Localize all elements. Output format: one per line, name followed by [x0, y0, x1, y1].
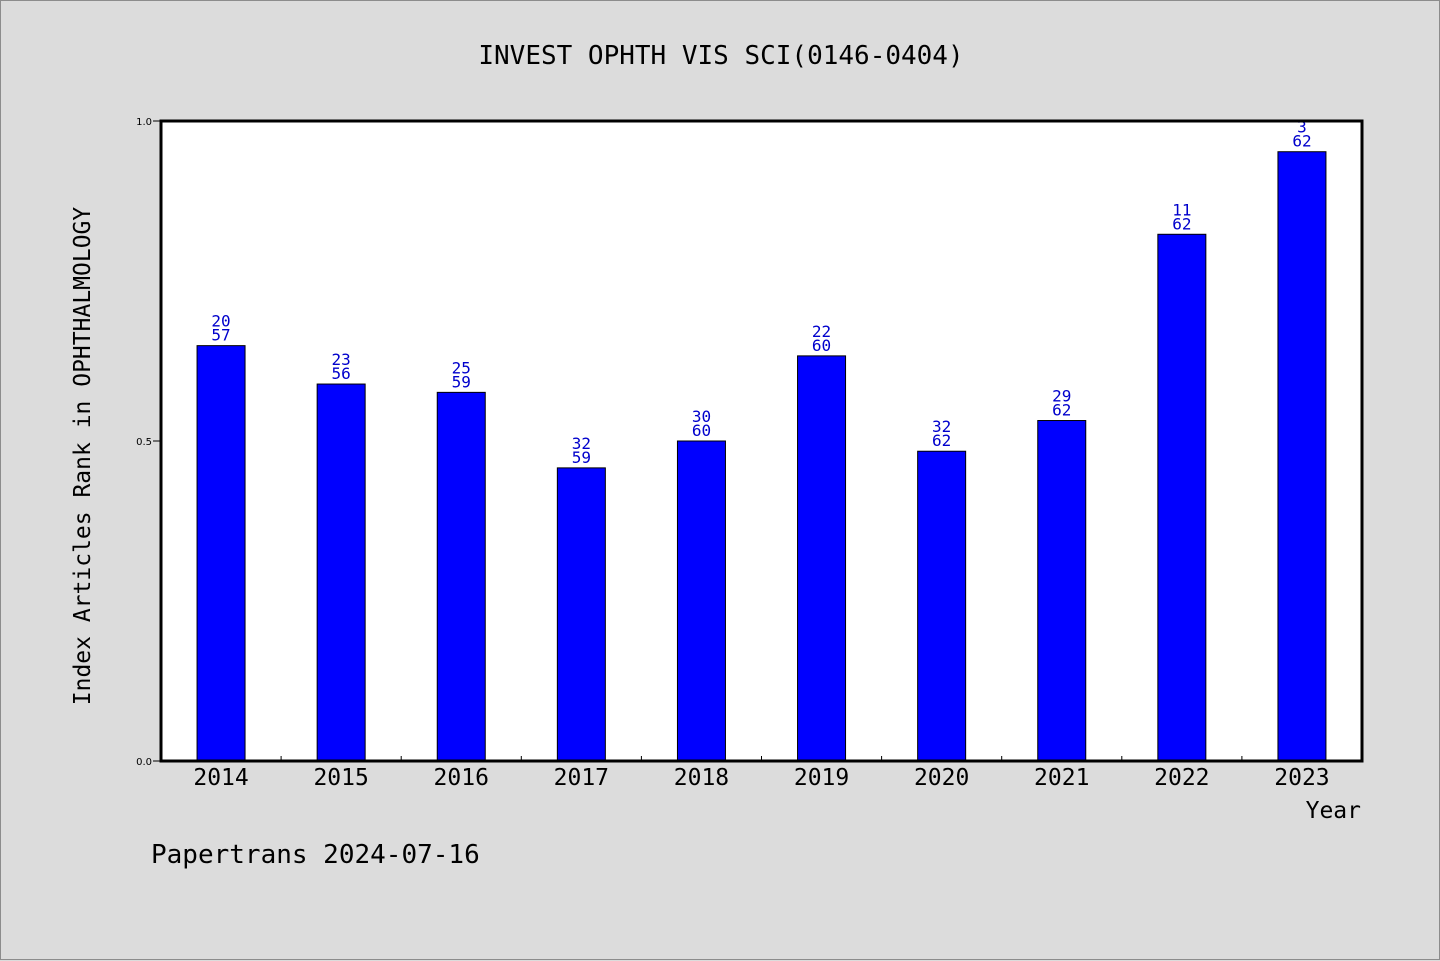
x-tick-label-2022: 2022 [1154, 765, 1209, 791]
bar-2014 [196, 345, 246, 762]
bar-2017 [556, 467, 606, 762]
bar-2021 [1037, 420, 1087, 762]
bar-2023 [1277, 151, 1327, 762]
footer-text: Papertrans 2024-07-16 [151, 840, 480, 870]
total-label-2014: 57 [211, 326, 230, 345]
x-tick-label-2019: 2019 [794, 765, 849, 791]
x-tick-label-2023: 2023 [1274, 765, 1329, 791]
x-tick-label-2020: 2020 [914, 765, 969, 791]
x-tick-label-2015: 2015 [313, 765, 368, 791]
y-tick-label-0.5: 0.5 [136, 437, 152, 448]
x-tick-label-2021: 2021 [1034, 765, 1089, 791]
x-tick-label-2017: 2017 [554, 765, 609, 791]
total-label-2018: 60 [692, 421, 711, 440]
total-label-2019: 60 [812, 336, 831, 355]
bar-2019 [797, 355, 847, 762]
bars-group [196, 151, 1327, 762]
total-label-2021: 62 [1052, 401, 1071, 420]
y-axis: 0.0 0.5 1.0 [136, 117, 161, 768]
rank-label-2018: 30 [692, 407, 711, 426]
y-tick-label-1.0: 1.0 [136, 117, 152, 128]
x-tick-label-2016: 2016 [434, 765, 489, 791]
total-label-2023: 62 [1292, 132, 1311, 151]
total-label-2015: 56 [332, 364, 351, 383]
plot-border [159, 119, 1364, 763]
rank-label-2014: 20 [211, 312, 230, 331]
total-label-2017: 59 [572, 448, 591, 467]
total-label-2016: 59 [452, 372, 471, 391]
x-axis-label: Year [1306, 798, 1361, 824]
rank-label-2021: 29 [1052, 387, 1071, 406]
bar-2020 [917, 450, 967, 762]
x-axis: 2014 2015 2016 2017 2018 2019 2020 2021 2022 2023 [193, 756, 1330, 791]
rank-label-2022: 11 [1172, 200, 1191, 219]
x-tick-label-2018: 2018 [674, 765, 729, 791]
x-tick-label-2014: 2014 [193, 765, 248, 791]
chart-title: INVEST OPHTH VIS SCI(0146-0404) [478, 41, 963, 71]
total-label-2022: 62 [1172, 214, 1191, 233]
rank-label-2015: 23 [332, 350, 351, 369]
rank-label-2020: 32 [932, 417, 951, 436]
bar-2015 [316, 383, 366, 762]
bar-2018 [676, 440, 726, 762]
bar-2022 [1157, 233, 1207, 762]
total-label-2020: 62 [932, 431, 951, 450]
y-tick-label-0.0: 0.0 [136, 757, 152, 768]
rank-label-2023: 3 [1297, 118, 1307, 137]
rank-label-2019: 22 [812, 322, 831, 341]
y-axis-label: Index Articles Rank in OPHTHALMOLOGY [70, 207, 96, 706]
bar-2016 [436, 391, 486, 762]
rank-label-2017: 32 [572, 434, 591, 453]
rank-label-2016: 25 [452, 358, 471, 377]
